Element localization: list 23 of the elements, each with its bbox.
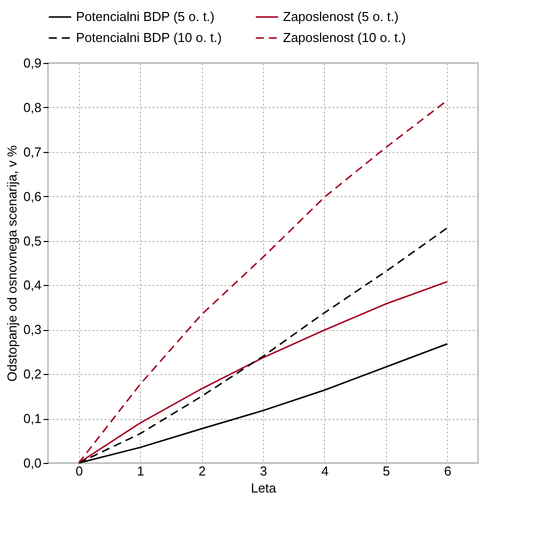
x-tick-label: 6: [444, 464, 452, 478]
y-tick-label: 0,0: [23, 456, 42, 470]
legend-label: Zaposlenost (10 o. t.): [283, 30, 406, 45]
y-tick-label: 0,4: [23, 278, 42, 293]
x-tick-label: 0: [76, 464, 83, 478]
legend-label: Potencialni BDP (10 o. t.): [76, 30, 222, 45]
x-tick-label: 2: [198, 464, 206, 478]
legend-label: Potencialni BDP (5 o. t.): [76, 9, 214, 24]
x-axis-title: Leta: [250, 480, 277, 496]
x-tick-label: 3: [260, 464, 268, 478]
y-tick-label: 0,6: [23, 188, 42, 204]
y-tick-label: 0,2: [23, 366, 42, 382]
y-tick-label: 0,7: [23, 144, 42, 160]
y-axis-title: Odstopanje od osnovnega scenarija, v %: [4, 144, 20, 382]
y-tick-label: 0,8: [23, 100, 42, 115]
x-tick-label: 5: [382, 464, 390, 478]
y-tick-label: 0,5: [23, 233, 42, 248]
legend-label: Zaposlenost (5 o. t.): [283, 9, 399, 24]
y-tick-label: 0,1: [23, 411, 42, 426]
y-tick-label: 0,3: [23, 322, 42, 338]
y-tick-label: 0,9: [23, 56, 42, 70]
x-tick-label: 4: [321, 464, 329, 478]
x-tick-label: 1: [137, 464, 144, 478]
